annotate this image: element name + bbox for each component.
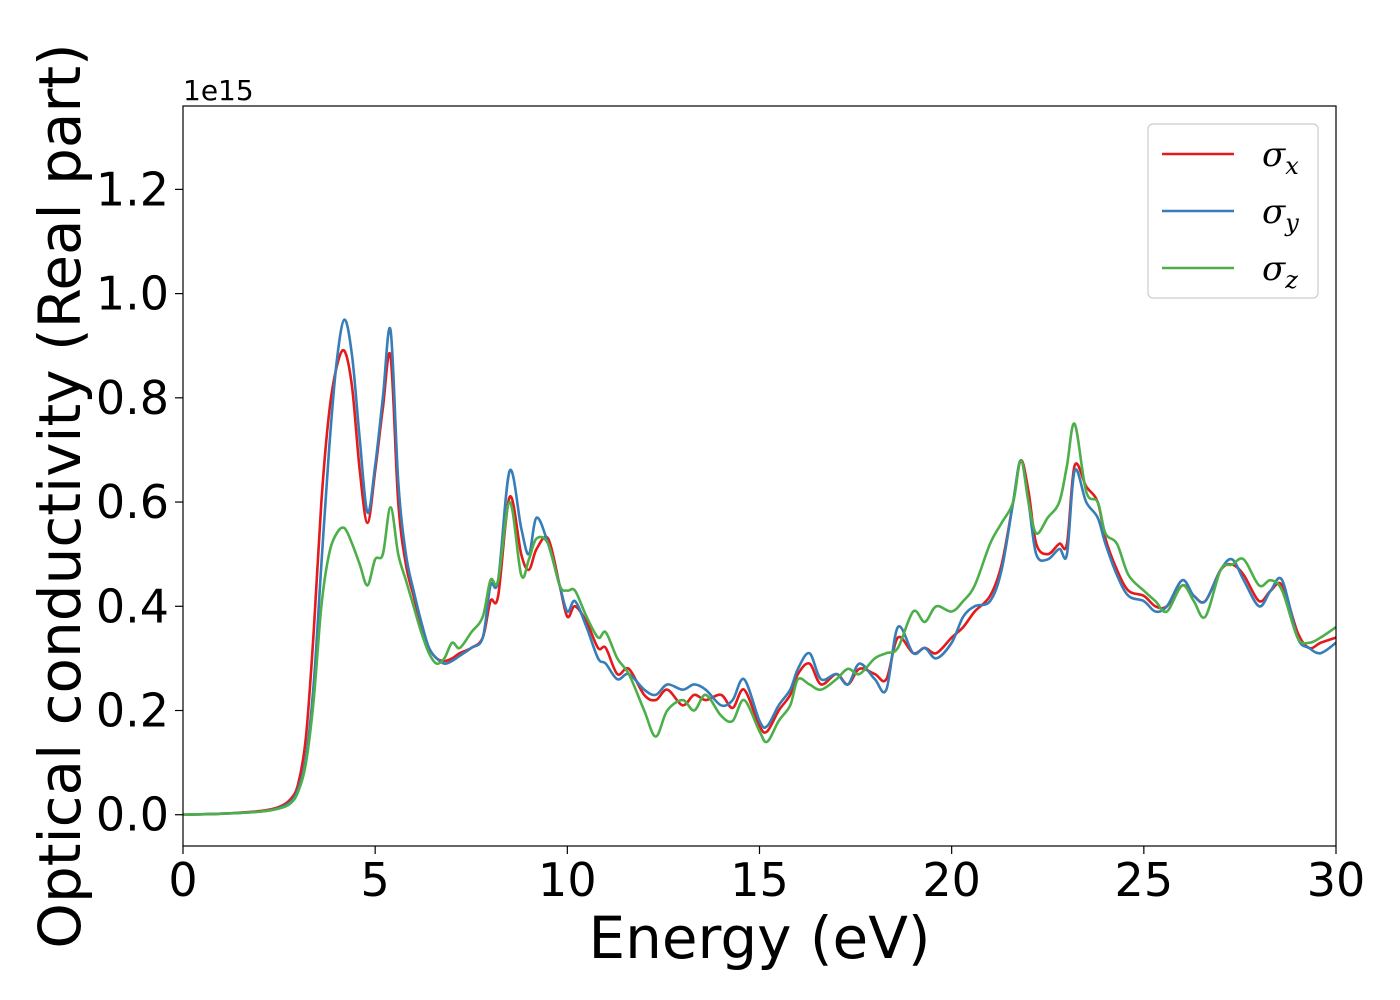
y-tick-label: 0.0 xyxy=(96,788,169,842)
y-tick-label: 1.2 xyxy=(96,162,169,216)
y-axis: 0.0 0.2 0.4 0.6 0.8 1.0 1.2 xyxy=(96,162,183,842)
legend-label-subscript: y xyxy=(1284,209,1299,237)
x-tick-label: 30 xyxy=(1307,853,1366,907)
legend-label-subscript: z xyxy=(1284,266,1298,294)
y-tick-label: 0.6 xyxy=(96,475,169,529)
x-axis-title: Energy (eV) xyxy=(588,904,930,972)
y-tick-label: 0.2 xyxy=(96,684,169,738)
x-tick-label: 20 xyxy=(922,853,981,907)
series-line-y xyxy=(183,318,1336,817)
y-tick-label: 0.8 xyxy=(96,371,169,425)
legend-label-z: σz xyxy=(1262,249,1298,294)
legend-label-subscript: x xyxy=(1285,152,1299,180)
x-tick-label: 5 xyxy=(361,853,390,907)
x-tick-label: 0 xyxy=(168,853,197,907)
legend-label-symbol: σ xyxy=(1262,249,1286,289)
legend-label-symbol: σ xyxy=(1262,192,1286,232)
legend-label-symbol: σ xyxy=(1262,135,1286,175)
x-tick-label: 15 xyxy=(730,853,789,907)
y-tick-label: 1.0 xyxy=(96,267,169,321)
x-axis: 0 5 10 15 20 25 30 xyxy=(168,846,1365,907)
y-tick-label: 0.4 xyxy=(96,579,169,633)
series-line-z xyxy=(183,422,1336,817)
y-axis-offset-label: 1e15 xyxy=(183,74,254,107)
x-tick-label: 25 xyxy=(1115,853,1174,907)
legend-label-x: σx xyxy=(1262,135,1299,180)
series-layer xyxy=(183,318,1336,817)
legend-label-y: σy xyxy=(1262,192,1299,237)
x-tick-label: 10 xyxy=(538,853,597,907)
y-axis-title: Optical conductivity (Real part) xyxy=(26,43,94,948)
